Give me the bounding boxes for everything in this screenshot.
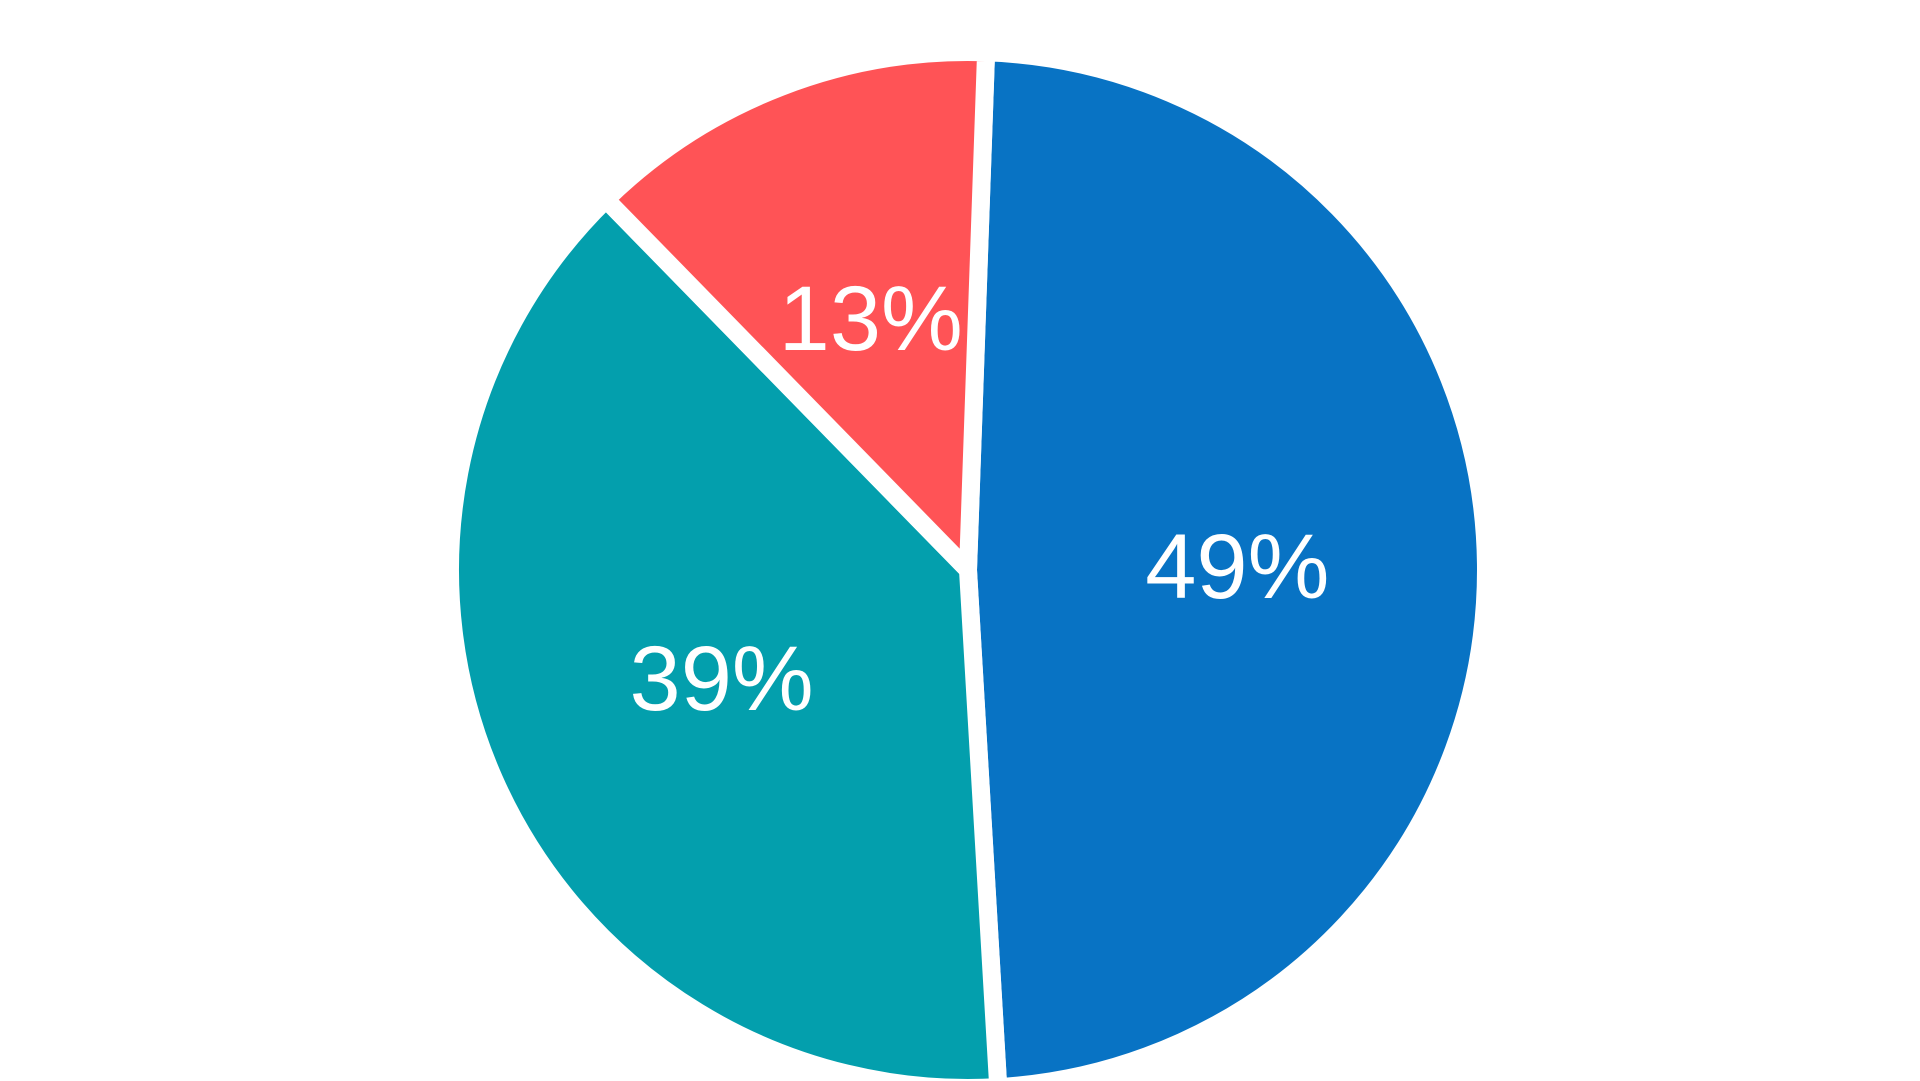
pie-slice-label-2: 39%: [630, 628, 814, 730]
pie-slice-label-1: 49%: [1145, 516, 1329, 618]
pie-slice-1: [958, 42, 1495, 1081]
pie-slice-2: [440, 186, 1007, 1081]
pie-slice-label-3: 13%: [779, 268, 963, 370]
pie-slice-3: [593, 43, 996, 592]
slices-layer: [440, 42, 1495, 1081]
labels-layer: 49% 39% 13%: [630, 268, 1330, 730]
